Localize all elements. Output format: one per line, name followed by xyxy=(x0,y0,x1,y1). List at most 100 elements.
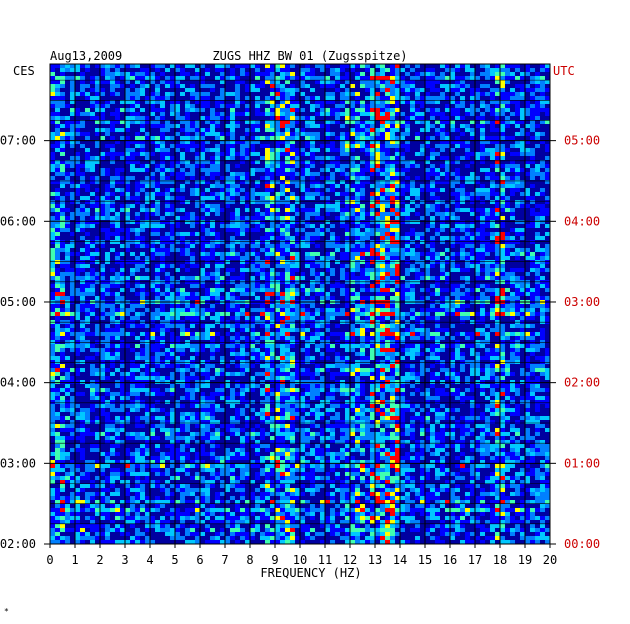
heatmap-cell xyxy=(305,240,310,244)
heatmap-cell xyxy=(155,416,160,420)
heatmap-cell xyxy=(330,144,335,148)
heatmap-cell xyxy=(155,504,160,508)
heatmap-cell xyxy=(145,404,150,408)
heatmap-cell xyxy=(280,108,285,112)
heatmap-cell xyxy=(260,532,265,536)
heatmap-cell xyxy=(250,168,255,172)
heatmap-cell xyxy=(170,144,175,148)
heatmap-cell xyxy=(325,200,330,204)
heatmap-cell xyxy=(135,460,140,464)
heatmap-cell xyxy=(325,196,330,200)
heatmap-cell xyxy=(360,268,365,272)
heatmap-cell xyxy=(130,288,135,292)
heatmap-cell xyxy=(205,92,210,96)
heatmap-cell xyxy=(215,436,220,440)
heatmap-cell xyxy=(155,116,160,120)
heatmap-cell xyxy=(215,292,220,296)
heatmap-cell xyxy=(275,396,280,400)
heatmap-cell xyxy=(285,368,290,372)
heatmap-cell xyxy=(310,268,315,272)
heatmap-cell xyxy=(260,468,265,472)
heatmap-cell xyxy=(110,128,115,132)
heatmap-cell xyxy=(210,248,215,252)
heatmap-cell xyxy=(350,536,355,540)
heatmap-cell xyxy=(170,460,175,464)
heatmap-cell xyxy=(225,448,230,452)
heatmap-cell xyxy=(180,352,185,356)
heatmap-cell xyxy=(70,468,75,472)
heatmap-cell xyxy=(255,228,260,232)
heatmap-cell xyxy=(200,164,205,168)
heatmap-cell xyxy=(155,472,160,476)
heatmap-cell xyxy=(330,440,335,444)
heatmap-cell xyxy=(180,68,185,72)
heatmap-cell xyxy=(320,184,325,188)
heatmap-cell xyxy=(350,408,355,412)
heatmap-cell xyxy=(185,128,190,132)
heatmap-cell xyxy=(205,260,210,264)
heatmap-cell xyxy=(280,252,285,256)
heatmap-cell xyxy=(230,404,235,408)
heatmap-cell xyxy=(285,220,290,224)
heatmap-cell xyxy=(220,100,225,104)
heatmap-cell xyxy=(85,136,90,140)
heatmap-cell xyxy=(250,364,255,368)
heatmap-cell xyxy=(125,520,130,524)
heatmap-cell xyxy=(210,296,215,300)
heatmap-cell xyxy=(345,192,350,196)
heatmap-cell xyxy=(280,372,285,376)
heatmap-cell xyxy=(115,236,120,240)
heatmap-cell xyxy=(290,468,295,472)
heatmap-cell xyxy=(290,140,295,144)
heatmap-cell xyxy=(285,88,290,92)
heatmap-cell xyxy=(55,128,60,132)
heatmap-cell xyxy=(200,160,205,164)
heatmap-cell xyxy=(210,536,215,540)
heatmap-cell xyxy=(225,244,230,248)
heatmap-cell xyxy=(315,76,320,80)
heatmap-cell xyxy=(255,448,260,452)
heatmap-cell xyxy=(350,476,355,480)
heatmap-cell xyxy=(285,484,290,488)
heatmap-cell xyxy=(335,168,340,172)
heatmap-cell xyxy=(85,152,90,156)
heatmap-cell xyxy=(70,412,75,416)
heatmap-cell xyxy=(350,264,355,268)
heatmap-cell xyxy=(160,420,165,424)
heatmap-cell xyxy=(360,344,365,348)
heatmap-cell xyxy=(255,348,260,352)
heatmap-cell xyxy=(350,148,355,152)
heatmap-cell xyxy=(340,492,345,496)
heatmap-cell xyxy=(50,284,55,288)
heatmap-cell xyxy=(270,272,275,276)
heatmap-cell xyxy=(275,384,280,388)
heatmap-cell xyxy=(270,508,275,512)
heatmap-cell xyxy=(205,128,210,132)
heatmap-cell xyxy=(90,104,95,108)
heatmap-cell xyxy=(350,196,355,200)
heatmap-cell xyxy=(105,328,110,332)
heatmap-cell xyxy=(200,200,205,204)
heatmap-cell xyxy=(330,316,335,320)
heatmap-cell xyxy=(240,136,245,140)
heatmap-cell xyxy=(350,292,355,296)
heatmap-cell xyxy=(300,168,305,172)
heatmap-cell xyxy=(215,180,220,184)
heatmap-cell xyxy=(180,344,185,348)
heatmap-cell xyxy=(270,460,275,464)
heatmap-cell xyxy=(170,528,175,532)
heatmap-cell xyxy=(215,540,220,544)
heatmap-cell xyxy=(215,272,220,276)
heatmap-cell xyxy=(335,332,340,336)
heatmap-cell xyxy=(175,208,180,212)
heatmap-cell xyxy=(280,236,285,240)
heatmap-cell xyxy=(200,272,205,276)
heatmap-cell xyxy=(275,140,280,144)
heatmap-cell xyxy=(250,340,255,344)
heatmap-cell xyxy=(280,536,285,540)
heatmap-cell xyxy=(335,308,340,312)
heatmap-cell xyxy=(150,124,155,128)
heatmap-cell xyxy=(250,276,255,280)
heatmap-cell xyxy=(310,68,315,72)
heatmap-cell xyxy=(235,520,240,524)
